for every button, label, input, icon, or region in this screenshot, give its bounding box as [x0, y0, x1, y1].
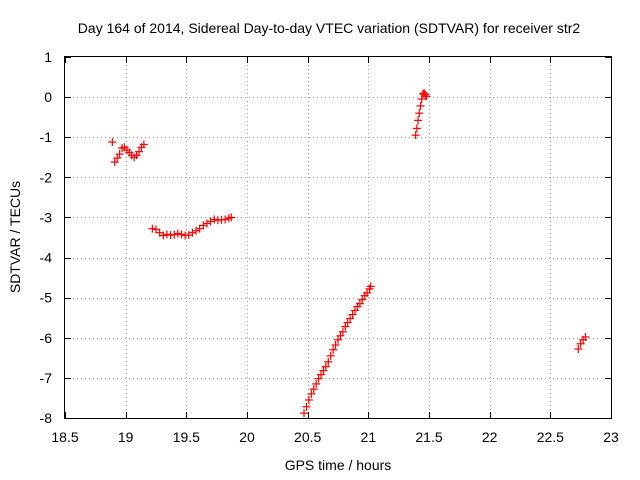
- data-point: [139, 140, 148, 149]
- data-point: [414, 116, 423, 125]
- y-tick-label: -2: [40, 169, 53, 185]
- x-tick-label: 22: [482, 429, 498, 445]
- x-axis-title: GPS time / hours: [285, 457, 392, 473]
- data-point: [304, 395, 313, 404]
- x-tick-label: 19.5: [173, 429, 200, 445]
- data-point: [574, 345, 583, 354]
- data-point: [113, 154, 122, 163]
- data-point: [416, 101, 425, 110]
- x-tick-label: 21.5: [415, 429, 442, 445]
- data-point: [312, 379, 321, 388]
- x-tick-label: 23: [603, 429, 619, 445]
- data-point: [355, 299, 364, 308]
- data-point: [350, 306, 359, 315]
- data-point: [227, 213, 236, 222]
- data-point: [210, 215, 219, 224]
- y-tick-label: -3: [40, 209, 53, 225]
- data-point: [341, 322, 350, 331]
- axis-ticks: [65, 57, 612, 419]
- data-point: [307, 389, 316, 398]
- data-point: [358, 295, 367, 304]
- y-tick-label: -8: [40, 410, 53, 426]
- data-point: [302, 402, 311, 411]
- data-point: [415, 109, 424, 118]
- data-point: [170, 230, 179, 239]
- data-point: [421, 90, 430, 99]
- data-point: [199, 221, 208, 230]
- chart-title: Day 164 of 2014, Sidereal Day-to-day VTE…: [78, 20, 581, 36]
- x-tick-label: 18.5: [51, 429, 78, 445]
- data-point: [581, 332, 590, 341]
- y-tick-label: 1: [44, 49, 52, 65]
- data-point: [188, 228, 197, 237]
- data-point: [148, 224, 157, 233]
- x-axis-tick-labels: 18.5 19 19.5 20 20.5 21 21.5 22 22.5 23: [51, 429, 619, 445]
- data-point: [366, 282, 375, 291]
- data-point: [206, 217, 215, 226]
- x-tick-label: 21: [361, 429, 377, 445]
- data-points: [108, 89, 590, 418]
- x-tick-label: 20.5: [294, 429, 321, 445]
- x-tick-label: 20: [239, 429, 255, 445]
- data-point: [309, 385, 318, 394]
- data-point: [326, 351, 335, 360]
- data-point: [321, 362, 330, 371]
- data-point: [411, 131, 420, 140]
- data-point: [338, 327, 347, 336]
- x-tick-label: 22.5: [537, 429, 564, 445]
- data-point: [576, 339, 585, 348]
- data-point: [317, 370, 326, 379]
- data-point: [177, 230, 186, 239]
- data-point: [159, 231, 168, 240]
- grid-lines: [65, 57, 611, 418]
- data-point: [348, 310, 357, 319]
- y-tick-label: -4: [40, 250, 53, 266]
- data-point: [343, 318, 352, 327]
- y-tick-label: -6: [40, 330, 53, 346]
- y-tick-label: -1: [40, 129, 53, 145]
- data-point: [412, 124, 421, 133]
- data-point: [108, 138, 117, 147]
- data-point: [314, 374, 323, 383]
- y-axis-title: SDTVAR / TECUs: [7, 181, 23, 293]
- data-point: [422, 92, 431, 101]
- x-tick-label: 19: [118, 429, 134, 445]
- data-point: [336, 331, 345, 340]
- data-point: [135, 147, 144, 156]
- data-point: [202, 219, 211, 228]
- data-point: [192, 226, 201, 235]
- y-tick-label: 0: [44, 89, 52, 105]
- data-point: [300, 409, 309, 418]
- data-point: [319, 366, 328, 375]
- data-point: [173, 229, 182, 238]
- data-point: [221, 215, 230, 224]
- data-point: [115, 150, 124, 159]
- data-point: [346, 314, 355, 323]
- y-tick-label: -5: [40, 290, 53, 306]
- y-axis-tick-labels: 1 0 -1 -2 -3 -4 -5 -6 -7 -8: [40, 49, 53, 426]
- plot-frame: [64, 56, 612, 419]
- data-point: [363, 288, 372, 297]
- y-tick-label: -7: [40, 370, 53, 386]
- data-point: [110, 158, 119, 167]
- data-point: [331, 340, 340, 349]
- data-point: [162, 230, 171, 239]
- data-point: [417, 95, 426, 104]
- data-point: [324, 357, 333, 366]
- data-point: [329, 345, 338, 354]
- data-point: [334, 335, 342, 344]
